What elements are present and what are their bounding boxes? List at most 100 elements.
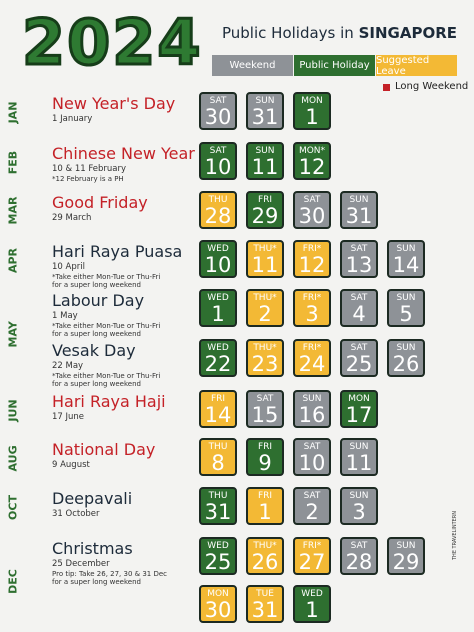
holiday-name: Labour Day (52, 291, 145, 310)
day-name: WED (301, 589, 323, 599)
day-number: 22 (204, 352, 232, 376)
note: *Take either Mon-Tue or Thu-Fri (52, 273, 161, 281)
day-number: 31 (251, 598, 279, 622)
month-label: APR (6, 247, 20, 274)
holiday-date: 1 May (52, 311, 78, 321)
day-name: SAT (303, 491, 321, 501)
day-number: 25 (204, 550, 232, 574)
day-name: THU* (253, 293, 277, 303)
day-tile: SAT 30 (293, 191, 331, 229)
note: for a super long weekend (52, 281, 141, 289)
day-number: 28 (204, 204, 232, 228)
day-number: 11 (251, 155, 279, 179)
day-tile: SAT 30 (199, 92, 237, 130)
day-name: SAT (209, 146, 227, 156)
holiday-date: 10 & 11 February (52, 164, 127, 174)
holiday-name: Vesak Day (52, 341, 136, 360)
day-name: SUN (396, 541, 416, 551)
day-tile: SUN 31 (340, 191, 378, 229)
day-name: SAT (303, 442, 321, 452)
month-label: MAR (6, 196, 20, 225)
holiday-name: National Day (52, 440, 156, 459)
day-tile: MON* 12 (293, 142, 331, 180)
day-number: 16 (298, 403, 326, 427)
day-tile: SUN 11 (340, 438, 378, 476)
holiday-name: Good Friday (52, 193, 148, 212)
day-name: SUN (349, 195, 369, 205)
month-label: OCT (6, 495, 20, 520)
day-number: 3 (352, 500, 366, 524)
day-name: THU* (253, 541, 277, 551)
day-number: 1 (258, 500, 272, 524)
holiday-date: 29 March (52, 213, 92, 223)
day-name: FRI (210, 394, 226, 404)
day-tile: SUN 16 (293, 390, 331, 428)
day-tile: SAT 28 (340, 537, 378, 575)
day-name: SUN (396, 293, 416, 303)
day-tile: THU* 2 (246, 289, 284, 327)
day-name: FRI* (302, 541, 322, 551)
day-tile: SUN 3 (340, 487, 378, 525)
day-tile: THU 8 (199, 438, 237, 476)
month-label: DEC (6, 569, 20, 594)
legend-item: Weekend (212, 55, 293, 76)
note: for a super long weekend (52, 330, 141, 338)
day-name: SUN (396, 244, 416, 254)
day-tile: SUN 29 (387, 537, 425, 575)
day-tile: SUN 11 (246, 142, 284, 180)
day-number: 10 (204, 155, 232, 179)
holiday-date: 1 January (52, 114, 93, 124)
day-number: 11 (345, 451, 373, 475)
day-tile: FRI 14 (199, 390, 237, 428)
day-name: SUN (349, 491, 369, 501)
day-tile: FRI* 24 (293, 339, 331, 377)
month-label: JAN (6, 101, 20, 124)
holiday-date: 31 October (52, 509, 100, 519)
day-name: FRI (257, 195, 273, 205)
day-number: 31 (345, 204, 373, 228)
day-tile: FRI 1 (246, 487, 284, 525)
day-tile: SAT 10 (199, 142, 237, 180)
day-tile: WED 1 (293, 585, 331, 623)
day-name: FRI* (302, 244, 322, 254)
holiday-name: Hari Raya Haji (52, 392, 166, 411)
month-label: JUN (6, 399, 20, 422)
title: 2024 (21, 5, 203, 81)
day-tile: THU* 11 (246, 240, 284, 278)
day-tile: FRI 9 (246, 438, 284, 476)
day-tile: SUN 5 (387, 289, 425, 327)
day-number: 3 (305, 302, 319, 326)
day-number: 12 (298, 253, 326, 277)
day-name: MON* (298, 146, 326, 156)
day-number: 12 (298, 155, 326, 179)
subtitle-text: Public Holidays in (222, 24, 354, 42)
day-tile: THU 31 (199, 487, 237, 525)
day-number: 28 (345, 550, 373, 574)
long-weekend-label: Long Weekend (395, 81, 469, 92)
day-number: 29 (251, 204, 279, 228)
day-name: THU* (253, 343, 277, 353)
day-number: 2 (258, 302, 272, 326)
day-tile: SAT 15 (246, 390, 284, 428)
day-name: WED (207, 343, 229, 353)
day-tile: SAT 25 (340, 339, 378, 377)
country: SINGAPORE (358, 24, 457, 42)
holiday-name: Hari Raya Puasa (52, 242, 183, 261)
note: for a super long weekend (52, 578, 141, 586)
holiday-date: 9 August (52, 460, 90, 470)
day-number: 23 (251, 352, 279, 376)
day-tile: FRI* 12 (293, 240, 331, 278)
day-tile: FRI* 3 (293, 289, 331, 327)
long-weekend-swatch (383, 84, 390, 91)
holiday-name: Christmas (52, 539, 133, 558)
day-number: 17 (345, 403, 373, 427)
day-tile: THU 28 (199, 191, 237, 229)
day-name: THU (208, 442, 228, 452)
day-name: MON (348, 394, 370, 404)
day-name: FRI (257, 442, 273, 452)
day-name: FRI* (302, 293, 322, 303)
day-name: MON (301, 96, 323, 106)
day-name: THU (208, 491, 228, 501)
day-name: SAT (303, 195, 321, 205)
legend-item: Suggested Leave (376, 55, 457, 77)
